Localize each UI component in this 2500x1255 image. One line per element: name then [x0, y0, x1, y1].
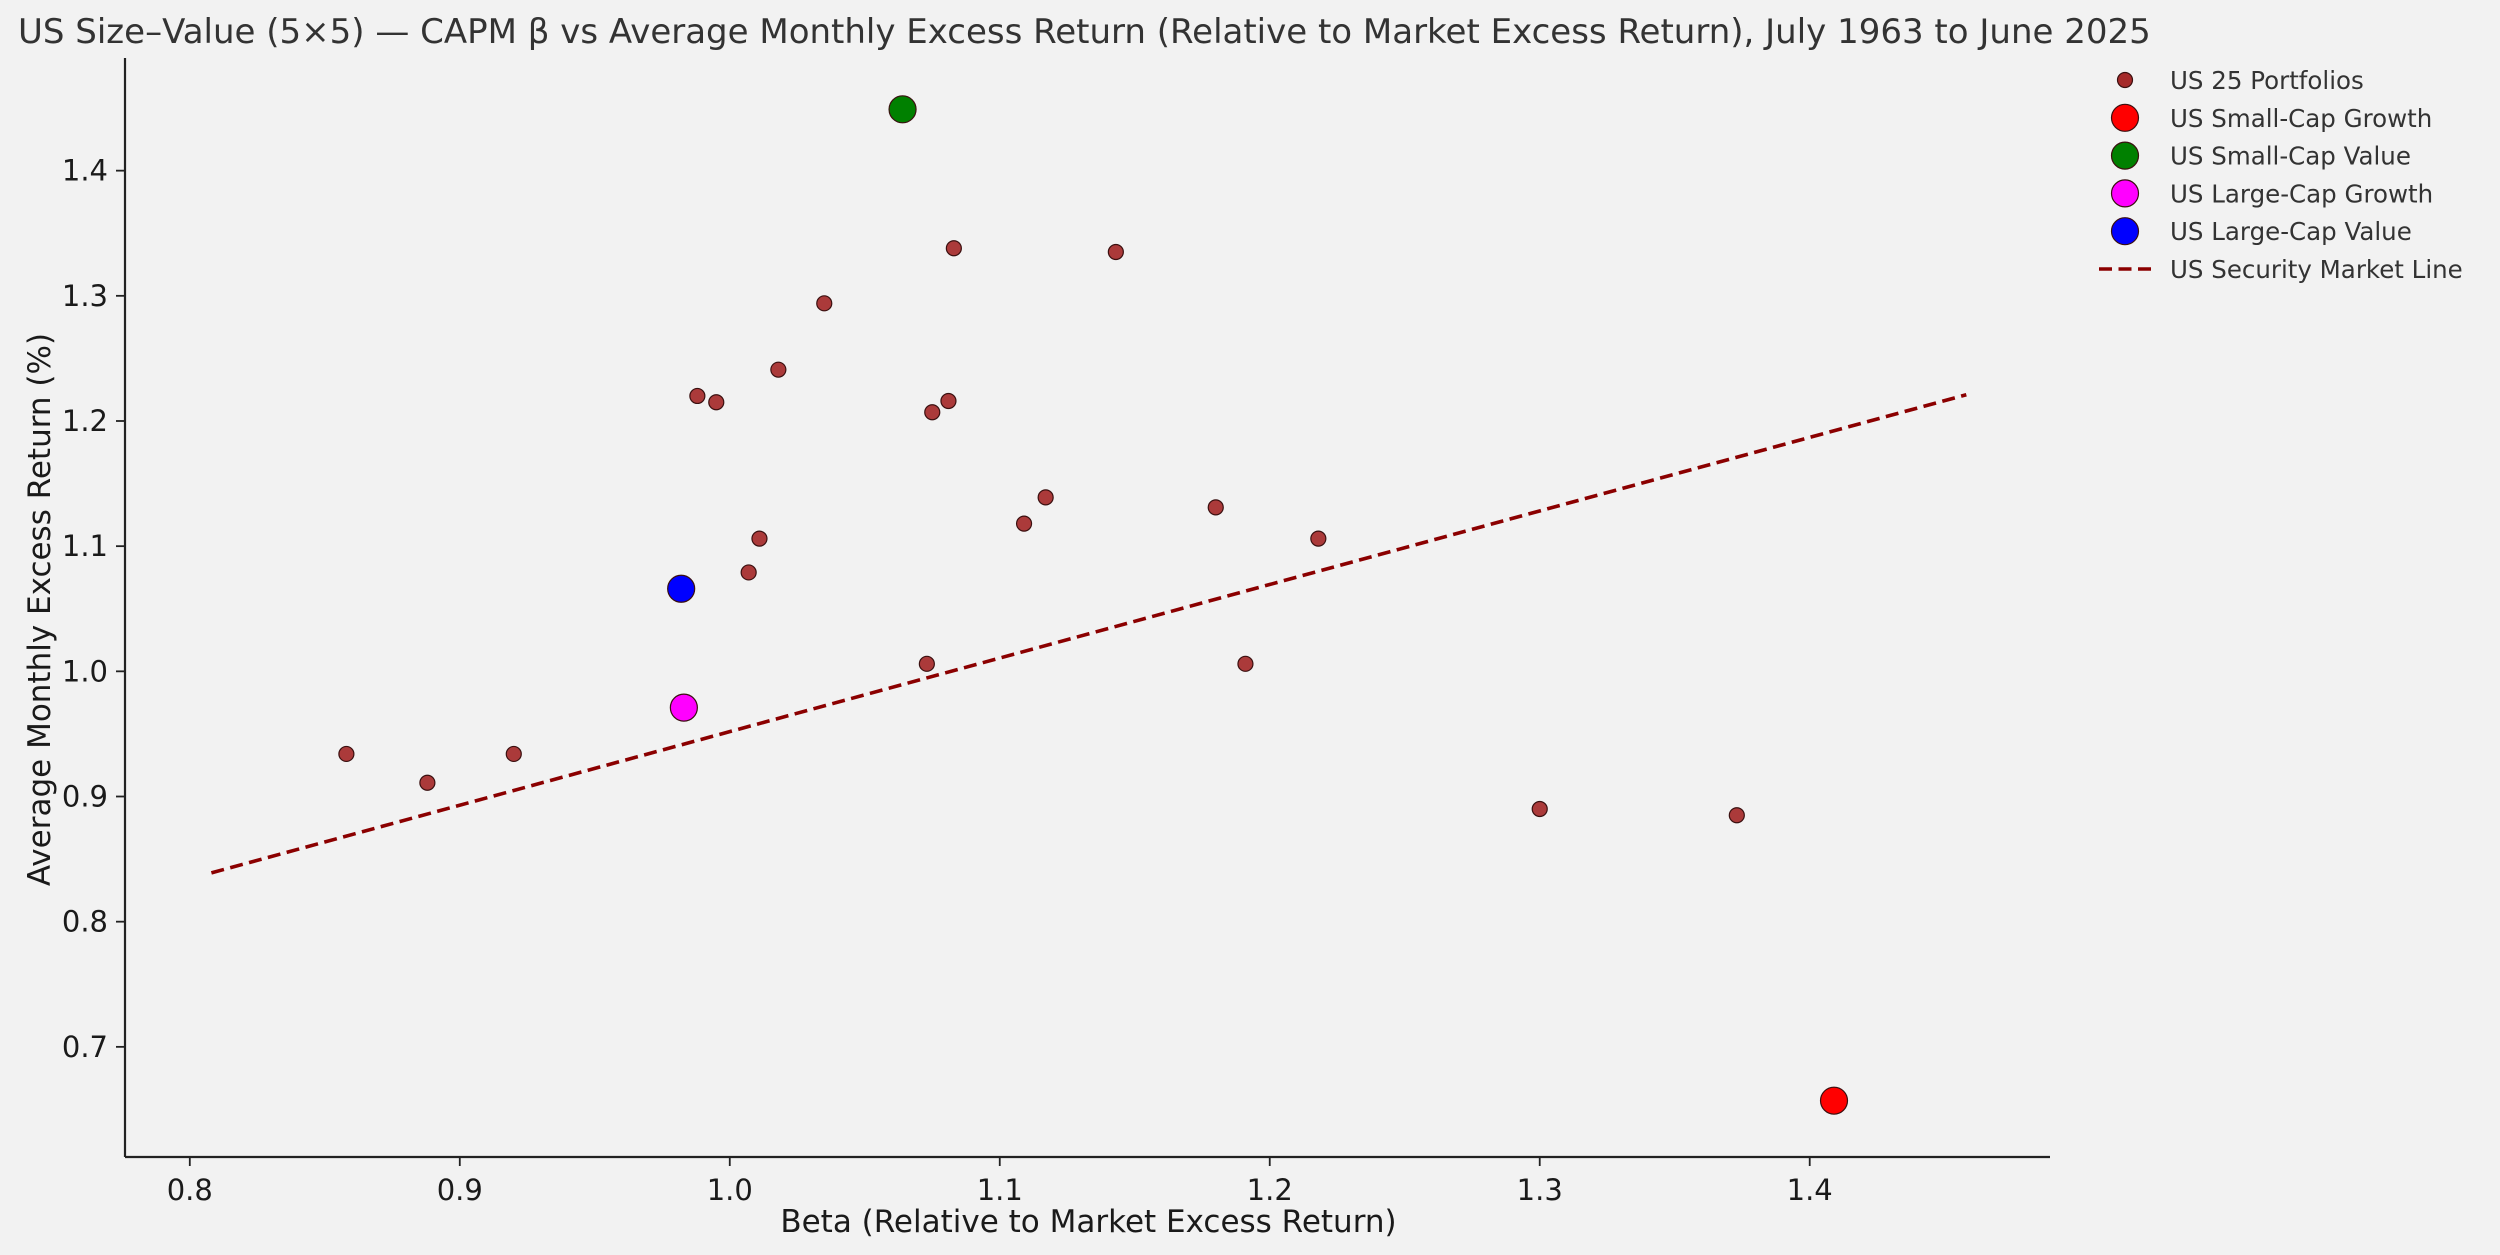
y-tick-label: 0.8	[62, 905, 108, 939]
plot-area: 0.8 0.9 1.0 1.1 1.2 1.3 1.4 0.7 0.8 0.9 1.0 1.1 1.2 1…	[22, 58, 2050, 1240]
legend-label: US 25 Portfolios	[2170, 66, 2364, 95]
us-25-portfolios-point	[419, 774, 436, 791]
y-tick-label: 1.0	[62, 654, 108, 688]
x-tick-label: 0.8	[167, 1173, 213, 1207]
legend-marker	[2110, 141, 2140, 170]
us-25-portfolios-point	[770, 361, 787, 378]
us-small-cap-growth-point	[1819, 1086, 1849, 1115]
security-market-line	[210, 392, 1967, 875]
us-25-portfolios-point	[945, 240, 962, 257]
us-large-cap-growth-point	[669, 693, 698, 722]
x-tick-label: 1.2	[1247, 1173, 1293, 1207]
legend-marker	[2110, 103, 2140, 132]
legend-label: US Small-Cap Growth	[2170, 104, 2432, 133]
us-25-portfolios-point	[1310, 530, 1327, 547]
legend-label: US Security Market Line	[2170, 255, 2463, 284]
us-25-portfolios-point	[1107, 243, 1124, 261]
us-25-portfolios-point	[1728, 807, 1745, 824]
x-tick-label: 1.3	[1517, 1173, 1563, 1207]
us-25-portfolios-point	[816, 295, 833, 312]
y-tick-label: 0.7	[62, 1030, 108, 1064]
y-tick-label: 1.3	[62, 279, 108, 313]
legend-marker	[2110, 179, 2140, 208]
us-25-portfolios-point	[708, 394, 725, 411]
us-25-portfolios-point	[1015, 515, 1033, 532]
us-25-portfolios-point	[1237, 655, 1254, 672]
y-tick-label: 0.9	[62, 780, 108, 814]
us-25-portfolios-point	[740, 564, 757, 581]
us-25-portfolios-point	[924, 404, 941, 421]
legend-marker	[2110, 217, 2140, 246]
legend-marker	[2116, 71, 2134, 89]
x-tick-label: 1.0	[707, 1173, 753, 1207]
y-tick-label: 1.2	[62, 404, 108, 438]
us-25-portfolios-point	[1037, 489, 1054, 506]
y-tick-label: 1.4	[62, 154, 108, 188]
x-tick-label: 1.1	[977, 1173, 1023, 1207]
legend: US 25 Portfolios US Small-Cap Growth US Sm…	[2099, 66, 2463, 284]
x-tick-label: 1.4	[1787, 1173, 1833, 1207]
us-25-portfolios-point	[918, 655, 935, 672]
x-axis-title: Beta (Relative to Market Excess Return)	[780, 1204, 1396, 1240]
legend-label: US Large-Cap Value	[2170, 217, 2412, 246]
us-25-portfolios-point	[505, 745, 522, 763]
us-25-portfolios-point	[940, 392, 957, 410]
y-tick-label: 1.1	[62, 529, 108, 563]
legend-label: US Large-Cap Growth	[2170, 179, 2433, 208]
us-25-portfolios-point	[1531, 800, 1548, 818]
us-25-portfolios-point	[338, 745, 355, 763]
chart-title: US Size–Value (5×5) — CAPM β vs Average …	[18, 12, 2151, 52]
us-large-cap-value-point	[667, 574, 696, 603]
legend-label: US Small-Cap Value	[2170, 142, 2411, 171]
us-25-portfolios-point	[751, 530, 768, 547]
us-small-cap-value-point	[888, 95, 917, 124]
us-25-portfolios-point	[1207, 499, 1224, 516]
y-axis-title: Average Monthly Excess Return (%)	[22, 333, 58, 886]
us-25-portfolios-point	[689, 387, 706, 405]
x-tick-label: 0.9	[437, 1173, 483, 1207]
